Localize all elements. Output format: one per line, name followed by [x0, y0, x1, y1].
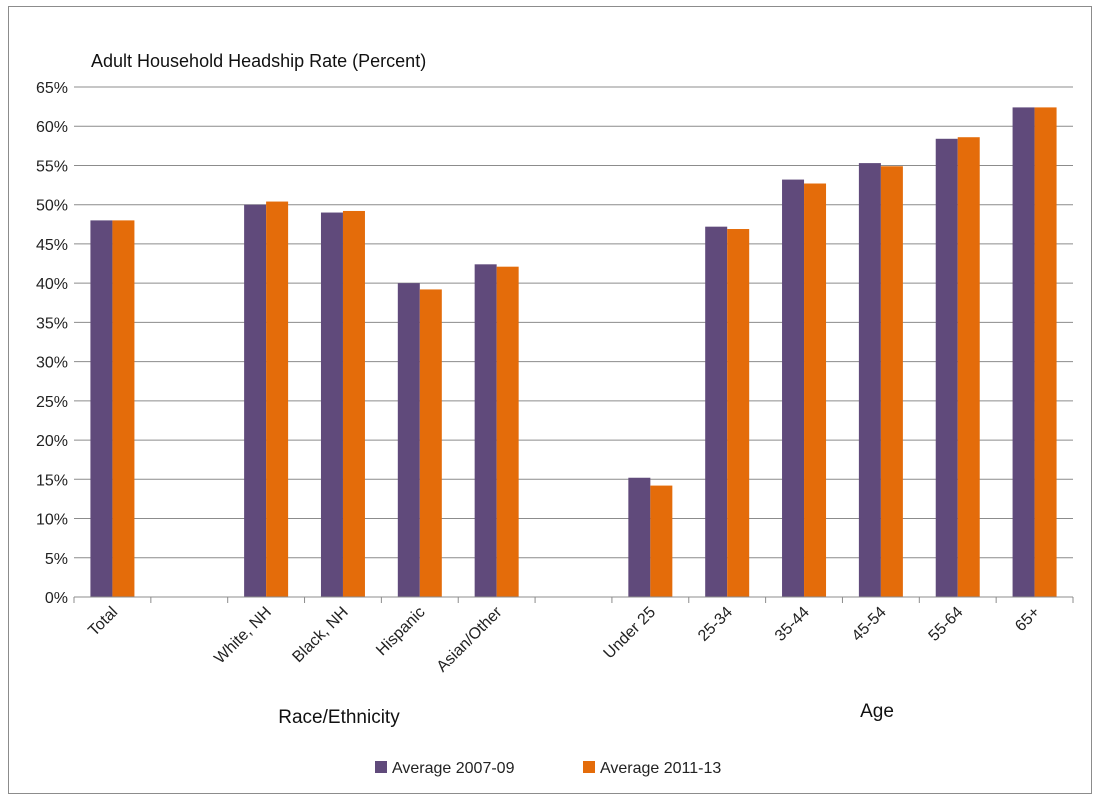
y-axis-tick-labels: 0% 5% 10% 15% 20% 25% 30% 35% 40% 45% 50% 55% 60% 65%	[36, 80, 68, 607]
group-label-age: Age	[860, 701, 894, 722]
bar-average-2011-13	[266, 201, 289, 598]
y-tick-label: 60%	[36, 119, 68, 136]
bar-average-2011-13	[1034, 107, 1057, 598]
bar-average-2011-13	[727, 229, 750, 597]
y-tick-label: 35%	[36, 315, 68, 332]
x-axis-tick-labels: Total White, NH Black, NH Hispanic Asian/Oth…	[85, 603, 1043, 675]
x-tick-label: 25-34	[695, 604, 736, 645]
legend-swatch	[583, 761, 595, 773]
x-tick-label: Hispanic	[373, 604, 428, 659]
bar-average-2007-09	[90, 220, 113, 597]
x-tick-label: Total	[85, 604, 121, 640]
bar-average-2011-13	[112, 220, 135, 597]
bar-average-2011-13	[496, 266, 519, 597]
x-tick-label: Black, NH	[289, 604, 351, 666]
bar-average-2007-09	[397, 283, 420, 597]
y-tick-label: 45%	[36, 237, 68, 254]
bar-average-2007-09	[244, 204, 267, 597]
legend: Average 2007-09 Average 2011-13	[375, 760, 721, 777]
bar-average-2007-09	[1012, 107, 1035, 598]
bar-average-2011-13	[957, 137, 980, 597]
y-tick-label: 55%	[36, 158, 68, 175]
x-axis	[73, 596, 1074, 603]
y-tick-label: 15%	[36, 472, 68, 489]
y-tick-label: 10%	[36, 512, 68, 529]
y-tick-label: 50%	[36, 198, 68, 215]
group-label-race-ethnicity: Race/Ethnicity	[278, 707, 400, 728]
x-tick-label: 65+	[1012, 604, 1043, 635]
chart-title: Adult Household Headship Rate (Percent)	[91, 51, 426, 71]
bar-average-2007-09	[858, 163, 881, 597]
legend-label: Average 2007-09	[392, 760, 515, 777]
bar-average-2007-09	[320, 212, 343, 598]
y-tick-label: 30%	[36, 355, 68, 372]
x-tick-label: White, NH	[211, 604, 275, 668]
x-tick-label: Under 25	[601, 604, 660, 663]
y-tick-label: 0%	[45, 590, 68, 607]
y-tick-label: 65%	[36, 80, 68, 97]
y-tick-label: 20%	[36, 433, 68, 450]
x-tick-label: Asian/Other	[434, 603, 506, 675]
x-tick-label: 35-44	[772, 604, 813, 645]
bar-chart: 0% 5% 10% 15% 20% 25% 30% 35% 40% 45% 50% 55% 60% 65%…	[36, 51, 1074, 777]
x-tick-label: 45-54	[849, 604, 890, 645]
bar-average-2007-09	[935, 138, 958, 598]
bar-average-2007-09	[628, 477, 651, 597]
bars	[90, 107, 1057, 598]
gridlines	[74, 86, 1073, 559]
legend-item-average-2011-13: Average 2011-13	[583, 760, 721, 777]
bar-average-2011-13	[804, 183, 827, 597]
bar-average-2011-13	[419, 289, 442, 597]
bar-average-2011-13	[342, 210, 365, 597]
bar-average-2011-13	[650, 485, 673, 597]
bar-average-2007-09	[705, 226, 728, 597]
bar-average-2007-09	[782, 179, 805, 598]
legend-item-average-2007-09: Average 2007-09	[375, 760, 515, 777]
y-tick-label: 40%	[36, 276, 68, 293]
bar-average-2007-09	[474, 264, 497, 597]
legend-swatch	[375, 761, 387, 773]
y-tick-label: 25%	[36, 394, 68, 411]
y-tick-label: 5%	[45, 551, 68, 568]
x-tick-label: 55-64	[926, 604, 967, 645]
chart-frame: 0% 5% 10% 15% 20% 25% 30% 35% 40% 45% 50% 55% 60% 65%…	[8, 6, 1092, 794]
bar-average-2011-13	[880, 166, 903, 597]
legend-label: Average 2011-13	[600, 760, 721, 777]
